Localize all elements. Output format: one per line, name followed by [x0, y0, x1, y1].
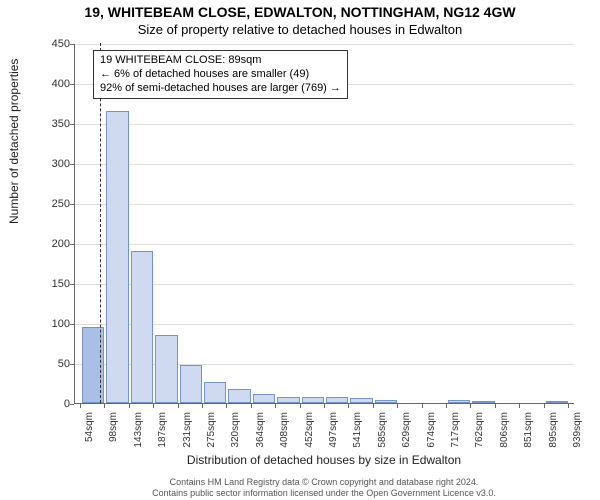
x-tick-label: 54sqm: [84, 412, 95, 456]
x-tick-label: 143sqm: [133, 412, 144, 456]
bar: [155, 335, 177, 403]
x-tick-label: 497sqm: [328, 412, 339, 456]
x-tick-mark: [251, 404, 252, 408]
bar: [472, 401, 494, 403]
gridline: [75, 244, 574, 245]
y-tick-label: 50: [50, 358, 70, 370]
bar: [277, 397, 299, 403]
bar: [180, 365, 202, 403]
x-tick-mark: [373, 404, 374, 408]
bar: [326, 397, 348, 403]
x-tick-label: 762sqm: [474, 412, 485, 456]
x-tick-mark: [178, 404, 179, 408]
annotation-line3: 92% of semi-detached houses are larger (…: [100, 82, 341, 96]
plot-area: 19 WHITEBEAM CLOSE: 89sqm ← 6% of detach…: [74, 44, 574, 404]
bar: [253, 394, 275, 403]
bar: [204, 382, 226, 403]
x-tick-label: 851sqm: [523, 412, 534, 456]
x-tick-label: 364sqm: [255, 412, 266, 456]
x-tick-mark: [104, 404, 105, 408]
bar: [448, 400, 470, 403]
gridline: [75, 164, 574, 165]
x-tick-label: 275sqm: [206, 412, 217, 456]
x-tick-label: 320sqm: [230, 412, 241, 456]
y-tick-label: 400: [50, 78, 70, 90]
y-tick-label: 0: [50, 398, 70, 410]
figure: 19, WHITEBEAM CLOSE, EDWALTON, NOTTINGHA…: [0, 0, 600, 500]
x-tick-mark: [495, 404, 496, 408]
x-tick-mark: [519, 404, 520, 408]
chart-title-line2: Size of property relative to detached ho…: [0, 22, 600, 37]
bar: [106, 111, 128, 403]
x-tick-label: 98sqm: [108, 412, 119, 456]
chart-title-line1: 19, WHITEBEAM CLOSE, EDWALTON, NOTTINGHA…: [0, 4, 600, 20]
gridline: [75, 44, 574, 45]
x-tick-mark: [397, 404, 398, 408]
footer-line1: Contains HM Land Registry data © Crown c…: [74, 477, 574, 487]
x-tick-label: 452sqm: [304, 412, 315, 456]
y-tick-label: 450: [50, 38, 70, 50]
annotation-line2: ← 6% of detached houses are smaller (49): [100, 68, 341, 82]
x-tick-mark: [348, 404, 349, 408]
x-tick-label: 806sqm: [499, 412, 510, 456]
bar: [131, 251, 153, 403]
annotation-line1: 19 WHITEBEAM CLOSE: 89sqm: [100, 54, 341, 68]
x-tick-label: 408sqm: [279, 412, 290, 456]
x-tick-mark: [568, 404, 569, 408]
x-tick-mark: [129, 404, 130, 408]
gridline: [75, 124, 574, 125]
x-tick-mark: [300, 404, 301, 408]
y-axis-label: Number of detached properties: [7, 59, 21, 224]
x-tick-mark: [544, 404, 545, 408]
x-tick-label: 674sqm: [426, 412, 437, 456]
y-tick-label: 350: [50, 118, 70, 130]
y-tick-label: 200: [50, 238, 70, 250]
x-tick-mark: [226, 404, 227, 408]
footer-line2: Contains public sector information licen…: [74, 488, 574, 498]
bar: [350, 398, 372, 403]
x-tick-mark: [153, 404, 154, 408]
y-tick-label: 150: [50, 278, 70, 290]
x-tick-mark: [324, 404, 325, 408]
y-tick-label: 250: [50, 198, 70, 210]
annotation-box: 19 WHITEBEAM CLOSE: 89sqm ← 6% of detach…: [93, 50, 348, 99]
bar: [228, 389, 250, 403]
x-tick-label: 231sqm: [182, 412, 193, 456]
x-tick-label: 187sqm: [157, 412, 168, 456]
footer: Contains HM Land Registry data © Crown c…: [74, 477, 574, 498]
x-tick-mark: [470, 404, 471, 408]
x-tick-mark: [275, 404, 276, 408]
bar: [302, 397, 324, 403]
x-tick-label: 541sqm: [352, 412, 363, 456]
x-axis-label: Distribution of detached houses by size …: [74, 453, 574, 467]
x-tick-mark: [446, 404, 447, 408]
x-tick-label: 585sqm: [377, 412, 388, 456]
x-tick-label: 629sqm: [401, 412, 412, 456]
bar: [375, 400, 397, 403]
x-tick-mark: [80, 404, 81, 408]
y-tick-label: 100: [50, 318, 70, 330]
bar: [546, 401, 568, 403]
x-tick-label: 717sqm: [450, 412, 461, 456]
y-tick-label: 300: [50, 158, 70, 170]
x-tick-label: 939sqm: [572, 412, 583, 456]
gridline: [75, 204, 574, 205]
x-tick-label: 895sqm: [548, 412, 559, 456]
x-tick-mark: [202, 404, 203, 408]
x-tick-mark: [422, 404, 423, 408]
y-tick-mark: [70, 404, 74, 405]
